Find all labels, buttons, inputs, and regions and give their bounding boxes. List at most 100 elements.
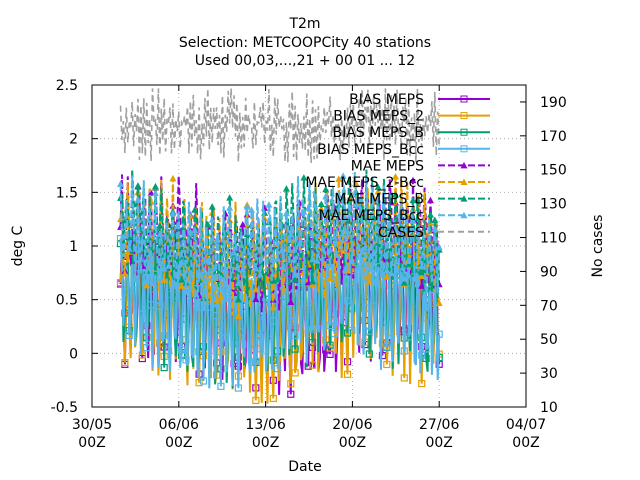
data-point xyxy=(370,249,378,256)
data-point xyxy=(143,277,151,285)
y-axis-label: deg C xyxy=(10,225,26,266)
data-point xyxy=(317,210,325,218)
legend-swatch-marker xyxy=(460,145,468,153)
data-point xyxy=(125,234,133,242)
data-point xyxy=(252,264,260,272)
legend-label: CASES xyxy=(378,225,424,241)
data-point xyxy=(156,230,164,237)
y2-tick-label: 130 xyxy=(540,197,567,213)
data-point xyxy=(361,244,369,251)
data-point xyxy=(383,360,391,369)
data-point xyxy=(405,333,413,341)
data-point xyxy=(178,282,186,289)
data-point xyxy=(313,325,321,333)
x-tick-label: 27/06 xyxy=(419,417,459,433)
data-point xyxy=(304,362,312,370)
data-point xyxy=(365,350,373,358)
data-point xyxy=(125,245,133,252)
legend-label: MAE MEPS_Bcc xyxy=(319,208,424,224)
data-point xyxy=(165,251,173,259)
data-point xyxy=(230,249,238,256)
data-point xyxy=(208,203,216,210)
data-point xyxy=(204,256,212,264)
y2-tick-label: 170 xyxy=(540,129,567,145)
data-point xyxy=(422,345,430,353)
series-line xyxy=(119,88,440,163)
legend-swatch-marker xyxy=(460,128,468,136)
data-point xyxy=(117,180,125,187)
data-point xyxy=(370,302,378,310)
data-point xyxy=(287,230,295,238)
series-line xyxy=(119,172,441,312)
data-point xyxy=(418,379,426,388)
y2-axis-label: No cases xyxy=(590,215,606,278)
data-point xyxy=(138,237,146,245)
data-point xyxy=(291,345,299,353)
data-point xyxy=(365,265,373,272)
y-tick-label: 2.5 xyxy=(56,78,78,94)
data-point xyxy=(204,220,212,228)
data-point xyxy=(426,211,434,218)
x-tick-label: 04/07 xyxy=(506,417,546,433)
data-point xyxy=(274,255,282,262)
title-line-3: Used 00,03,...,21 + 00 01 ... 12 xyxy=(195,53,415,69)
data-point xyxy=(178,258,186,265)
data-point xyxy=(422,304,430,312)
data-point xyxy=(186,228,194,236)
data-point xyxy=(409,217,417,224)
y-tick-label: 1.5 xyxy=(56,185,78,201)
data-point xyxy=(374,187,382,195)
data-point xyxy=(374,196,382,203)
y-tick-label: -0.5 xyxy=(51,400,78,416)
data-point xyxy=(418,351,426,359)
data-point xyxy=(165,262,173,269)
data-point xyxy=(387,335,395,343)
legend-swatch-marker xyxy=(460,95,468,103)
series-cases xyxy=(119,88,440,163)
title-line-1: T2m xyxy=(288,16,320,32)
data-point xyxy=(121,288,129,296)
legend-label: MAE MEPS xyxy=(351,158,424,174)
data-point xyxy=(269,303,277,311)
data-point xyxy=(261,225,269,233)
data-point xyxy=(256,333,264,341)
data-point xyxy=(378,227,386,234)
data-point xyxy=(278,246,286,254)
data-point xyxy=(217,382,225,390)
series-mae-meps-bcc xyxy=(117,172,443,312)
data-point xyxy=(326,321,334,330)
data-point xyxy=(357,195,365,202)
y2-tick-label: 50 xyxy=(540,332,558,348)
data-point xyxy=(378,208,386,215)
data-point xyxy=(169,209,177,217)
data-point xyxy=(134,182,142,189)
data-point xyxy=(409,176,417,184)
x-tick-label-hour: 00Z xyxy=(512,435,539,451)
legend-swatch-marker xyxy=(460,112,468,120)
data-point xyxy=(156,221,164,229)
x-tick-label-hour: 00Z xyxy=(165,435,192,451)
data-point xyxy=(309,277,317,285)
data-point xyxy=(322,192,330,200)
data-point xyxy=(400,279,408,286)
data-point xyxy=(239,340,247,348)
data-point xyxy=(365,327,373,335)
data-point xyxy=(344,228,352,235)
data-point xyxy=(413,196,421,203)
data-point xyxy=(287,390,295,398)
data-point xyxy=(252,396,260,405)
data-point xyxy=(309,338,317,347)
data-point xyxy=(182,288,190,295)
data-point xyxy=(400,374,408,382)
data-point xyxy=(147,301,155,309)
data-point xyxy=(265,201,273,208)
data-point xyxy=(160,265,168,272)
data-point xyxy=(125,331,133,339)
data-point xyxy=(326,262,334,269)
data-point xyxy=(191,206,199,213)
data-point xyxy=(160,276,168,284)
data-point xyxy=(396,210,404,218)
data-point xyxy=(151,189,159,197)
legend-swatch-marker xyxy=(460,161,468,169)
data-point xyxy=(234,279,242,286)
